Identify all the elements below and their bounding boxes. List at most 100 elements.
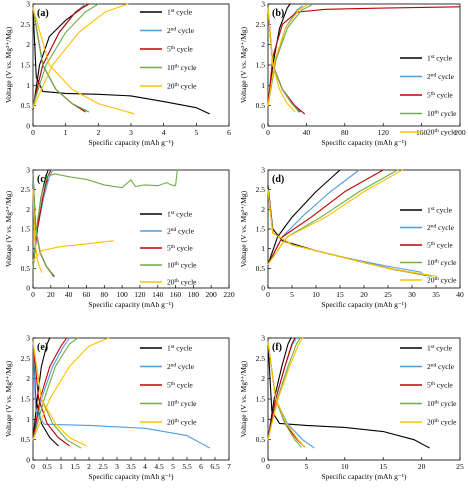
y-tick-label: 0.5 xyxy=(21,264,31,273)
legend-label: 5th cycle xyxy=(167,381,193,390)
y-tick-label: 1.5 xyxy=(21,225,31,234)
x-tick-label: 5 xyxy=(290,290,294,299)
x-tick-label: 3 xyxy=(115,462,119,471)
y-tick-label: 1 xyxy=(26,415,30,424)
x-tick-label: 160 xyxy=(170,290,182,299)
legend-label: 2nd cycle xyxy=(427,72,455,81)
x-axis-title: Specific capacity (mAh g⁻¹) xyxy=(321,300,407,309)
series-line-discharge xyxy=(267,341,306,448)
x-axis-title: Specific capacity (mAh g⁻¹) xyxy=(88,300,174,309)
x-tick-label: 6.5 xyxy=(210,462,220,471)
x-tick-label: 2 xyxy=(87,462,91,471)
panel-label: (a) xyxy=(37,8,49,19)
x-tick-label: 6 xyxy=(199,462,203,471)
y-tick-label: 3 xyxy=(26,0,30,9)
x-tick-label: 3.5 xyxy=(126,462,136,471)
y-tick-label: 2 xyxy=(26,205,30,214)
x-tick-label: 0 xyxy=(31,290,35,299)
panel-label: (e) xyxy=(37,342,48,353)
panel-d: 0 5 10 15 20 25 30 35 40 0 0.5 1 1.5 2 2.5 3 Specific ca… xyxy=(239,166,464,310)
series-line-discharge xyxy=(32,7,90,113)
x-tick-label: 0 xyxy=(266,128,270,137)
x-tick-label: 4 xyxy=(143,462,147,471)
y-tick-label: 0.5 xyxy=(256,264,266,273)
x-tick-label: 120 xyxy=(134,290,146,299)
legend-label: 20th cycle xyxy=(167,278,197,287)
legend-label: 10th cycle xyxy=(167,63,197,72)
x-tick-label: 40 xyxy=(456,290,464,299)
x-tick-label: 0 xyxy=(266,462,270,471)
y-tick-label: 0 xyxy=(26,284,30,293)
x-tick-label: 0 xyxy=(31,128,35,137)
legend-label: 5th cycle xyxy=(167,244,193,253)
series-line-charge xyxy=(32,337,51,441)
legend-label: 1st cycle xyxy=(427,206,453,215)
legend-label: 2nd cycle xyxy=(167,362,195,371)
series-line-discharge xyxy=(267,185,399,271)
legend: 1st cycle 2nd cycle 5th cycle 10th cycle 20t… xyxy=(400,344,457,427)
x-tick-label: 220 xyxy=(223,290,235,299)
x-tick-label: 80 xyxy=(341,128,349,137)
x-tick-label: 2 xyxy=(96,128,100,137)
x-tick-label: 6 xyxy=(227,128,231,137)
series-line-charge xyxy=(32,337,79,441)
y-tick-label: 0.5 xyxy=(256,101,266,110)
y-tick-label: 1.5 xyxy=(256,395,266,404)
x-tick-label: 7 xyxy=(227,462,231,471)
x-tick-label: 140 xyxy=(152,290,164,299)
y-tick-label: 3 xyxy=(261,166,265,175)
y-tick-label: 1 xyxy=(261,415,265,424)
series-line-charge xyxy=(32,169,178,269)
series-line-discharge xyxy=(32,341,210,449)
x-tick-label: 5 xyxy=(194,128,198,137)
panel-label: (d) xyxy=(272,174,284,185)
y-tick-label: 0 xyxy=(261,122,265,131)
x-tick-label: 0 xyxy=(266,290,270,299)
y-tick-label: 1.5 xyxy=(21,61,31,70)
series-line-discharge xyxy=(267,341,306,448)
x-tick-label: 200 xyxy=(454,128,466,137)
legend-label: 2nd cycle xyxy=(167,227,195,236)
x-tick-label: 1 xyxy=(59,462,63,471)
y-axis-title: Voltage (V vs. Mg²⁺/Mg) xyxy=(4,190,13,267)
y-tick-label: 3 xyxy=(26,166,30,175)
y-tick-label: 2.5 xyxy=(256,354,266,363)
legend: 1st cycle 2nd cycle 5th cycle 10th cycle 20t… xyxy=(140,210,197,287)
y-axis-title: Voltage (V vs. Mg²⁺/Mg) xyxy=(4,26,13,103)
series-line-charge xyxy=(32,3,90,107)
series-line-discharge xyxy=(267,189,437,277)
y-tick-label: 2.5 xyxy=(256,20,266,29)
x-tick-label: 10 xyxy=(341,462,349,471)
panel-label: (b) xyxy=(272,8,284,19)
x-tick-label: 4 xyxy=(162,128,166,137)
x-tick-label: 3 xyxy=(129,128,133,137)
series-line-discharge xyxy=(32,341,87,447)
y-tick-label: 3 xyxy=(261,334,265,343)
legend-label: 1st cycle xyxy=(427,54,453,63)
legend-label: 20th cycle xyxy=(167,82,197,91)
legend-label: 1st cycle xyxy=(167,210,193,219)
series-line-charge xyxy=(267,4,312,107)
y-tick-label: 0 xyxy=(261,456,265,465)
legend-label: 20th cycle xyxy=(427,418,457,427)
x-tick-label: 25 xyxy=(384,290,392,299)
x-axis-title: Specific capacity (mAh g⁻¹) xyxy=(88,472,174,481)
series-line-discharge xyxy=(32,341,70,447)
legend-label: 10th cycle xyxy=(167,261,197,270)
y-tick-label: 2 xyxy=(26,374,30,383)
legend-label: 20th cycle xyxy=(427,128,457,137)
y-tick-label: 1.5 xyxy=(21,395,31,404)
x-tick-label: 2.5 xyxy=(98,462,108,471)
y-axis-title: Voltage (V vs. Mg²⁺/Mg) xyxy=(239,360,248,437)
legend-label: 1st cycle xyxy=(167,344,193,353)
y-tick-label: 1.5 xyxy=(256,61,266,70)
series-line-charge xyxy=(32,3,129,109)
x-tick-label: 0 xyxy=(31,462,35,471)
panel-label: (c) xyxy=(37,174,48,185)
legend-label: 10th cycle xyxy=(167,399,197,408)
legend: 1st cycle 2nd cycle 5th cycle 10th cycle 20t… xyxy=(140,344,197,427)
y-tick-label: 0.5 xyxy=(256,435,266,444)
legend-label: 2nd cycle xyxy=(427,223,455,232)
